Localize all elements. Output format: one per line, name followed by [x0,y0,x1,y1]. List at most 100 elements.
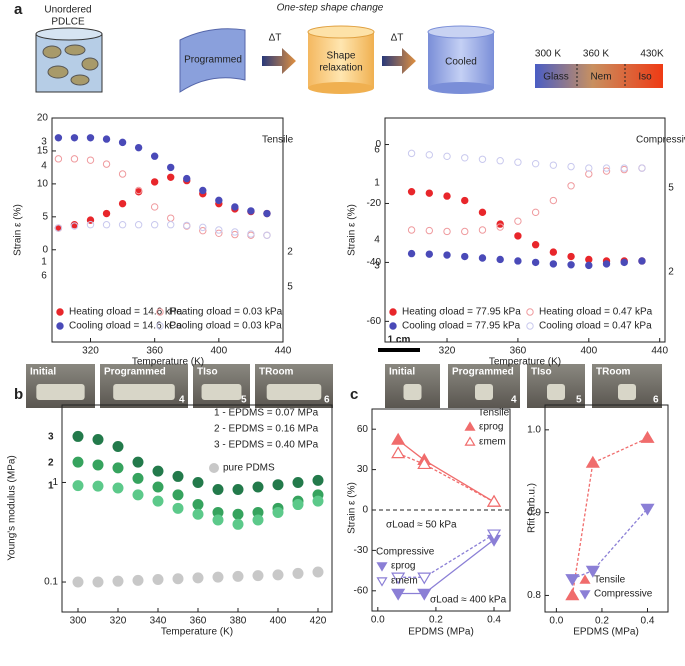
marker [407,149,416,158]
marker [247,207,255,215]
y-tick-label: 0.9 [527,507,541,518]
marker [232,483,244,495]
marker [132,456,144,468]
marker [72,576,84,588]
label: Iso [638,72,652,83]
marker [496,255,504,264]
label: Glass [543,72,569,83]
legend-marker [156,308,164,316]
marker [292,567,304,579]
x-tick-label: 340 [150,616,167,627]
marker [70,155,79,163]
marker [640,430,655,443]
marker [132,472,144,484]
marker [199,226,207,235]
sample [547,384,565,400]
marker [252,514,264,526]
legend-label: pure PDMS [223,463,275,474]
x-tick-label: 300 [70,616,87,627]
schematic: Unordered PDLCE One-step shape change Pr… [35,3,664,94]
marker [72,430,84,442]
y-tick-label: 30 [357,464,369,475]
label: Programmed [184,55,242,66]
marker [585,170,593,178]
photo-number: 5 [241,395,247,406]
legend-label: Tensile [594,575,626,586]
marker [620,165,628,174]
marker [212,571,224,583]
marker [312,495,324,507]
marker [567,162,575,171]
annotation: 1 - EPDMS = 0.07 MPa [214,408,319,419]
y-tick-label: -20 [367,198,382,209]
marker [514,217,522,225]
panel-label: b [14,386,23,403]
sample [113,384,175,400]
y-axis-label: Rfit (arb.u.) [527,483,538,533]
annotation: 5 [668,183,674,194]
marker [443,227,451,236]
marker [132,489,144,501]
marker [152,481,164,493]
marker [417,572,432,585]
annotation: 2 [287,247,293,258]
cylinder-bottom [428,82,494,94]
marker [183,174,191,183]
marker [567,261,575,269]
marker [118,138,127,147]
photo-label: TIso [197,367,218,378]
marker [232,508,244,520]
y-axis-label: Young's modulus (MPa) [7,455,18,560]
y-tick-label: -60 [354,585,369,596]
marker [407,187,416,196]
marker [567,252,575,261]
marker [92,459,104,471]
marker [263,231,271,239]
sample [403,384,422,400]
marker [152,495,164,507]
marker [417,457,432,470]
photo-label: Initial [30,367,56,378]
legend-label: Cooling σload = 0.03 kPa [169,321,282,332]
label: Nem [590,72,611,83]
x-tick-label: 0.4 [641,616,655,627]
marker [407,226,416,234]
marker [192,476,204,488]
marker [478,226,487,234]
marker [549,196,558,205]
marker [118,199,127,208]
plot-frame [61,404,333,613]
marker [478,208,487,217]
photo-label: Programmed [452,367,514,378]
y-tick-label: 60 [357,424,369,435]
photo-number: 4 [511,395,517,406]
arrow [262,48,296,74]
marker [417,588,432,601]
photo-number: 6 [324,395,330,406]
marker [231,228,239,236]
y-tick-label: 0.8 [527,590,541,601]
x-tick-label: 400 [270,616,287,627]
temperature-bar [535,64,663,88]
legend-marker [526,308,534,316]
marker [549,161,558,169]
marker [620,258,628,267]
legend-marker [376,577,388,587]
photo-label: TIso [531,367,552,378]
marker [585,164,593,172]
sample [36,384,85,400]
label: Cooled [445,57,477,68]
annotation: σLoad ≈ 400 kPa [430,595,507,606]
marker [602,167,611,175]
marker [54,224,63,232]
marker [425,151,434,159]
marker [443,251,451,259]
annotation: 1 [374,178,380,189]
series-label: 2 [48,458,54,469]
marker [231,203,239,211]
label: 360 K [583,49,609,60]
y-tick-label: 0.1 [44,577,58,588]
x-tick-label: 0.2 [429,615,443,626]
marker [150,178,159,186]
y-tick-label: 15 [37,146,49,157]
